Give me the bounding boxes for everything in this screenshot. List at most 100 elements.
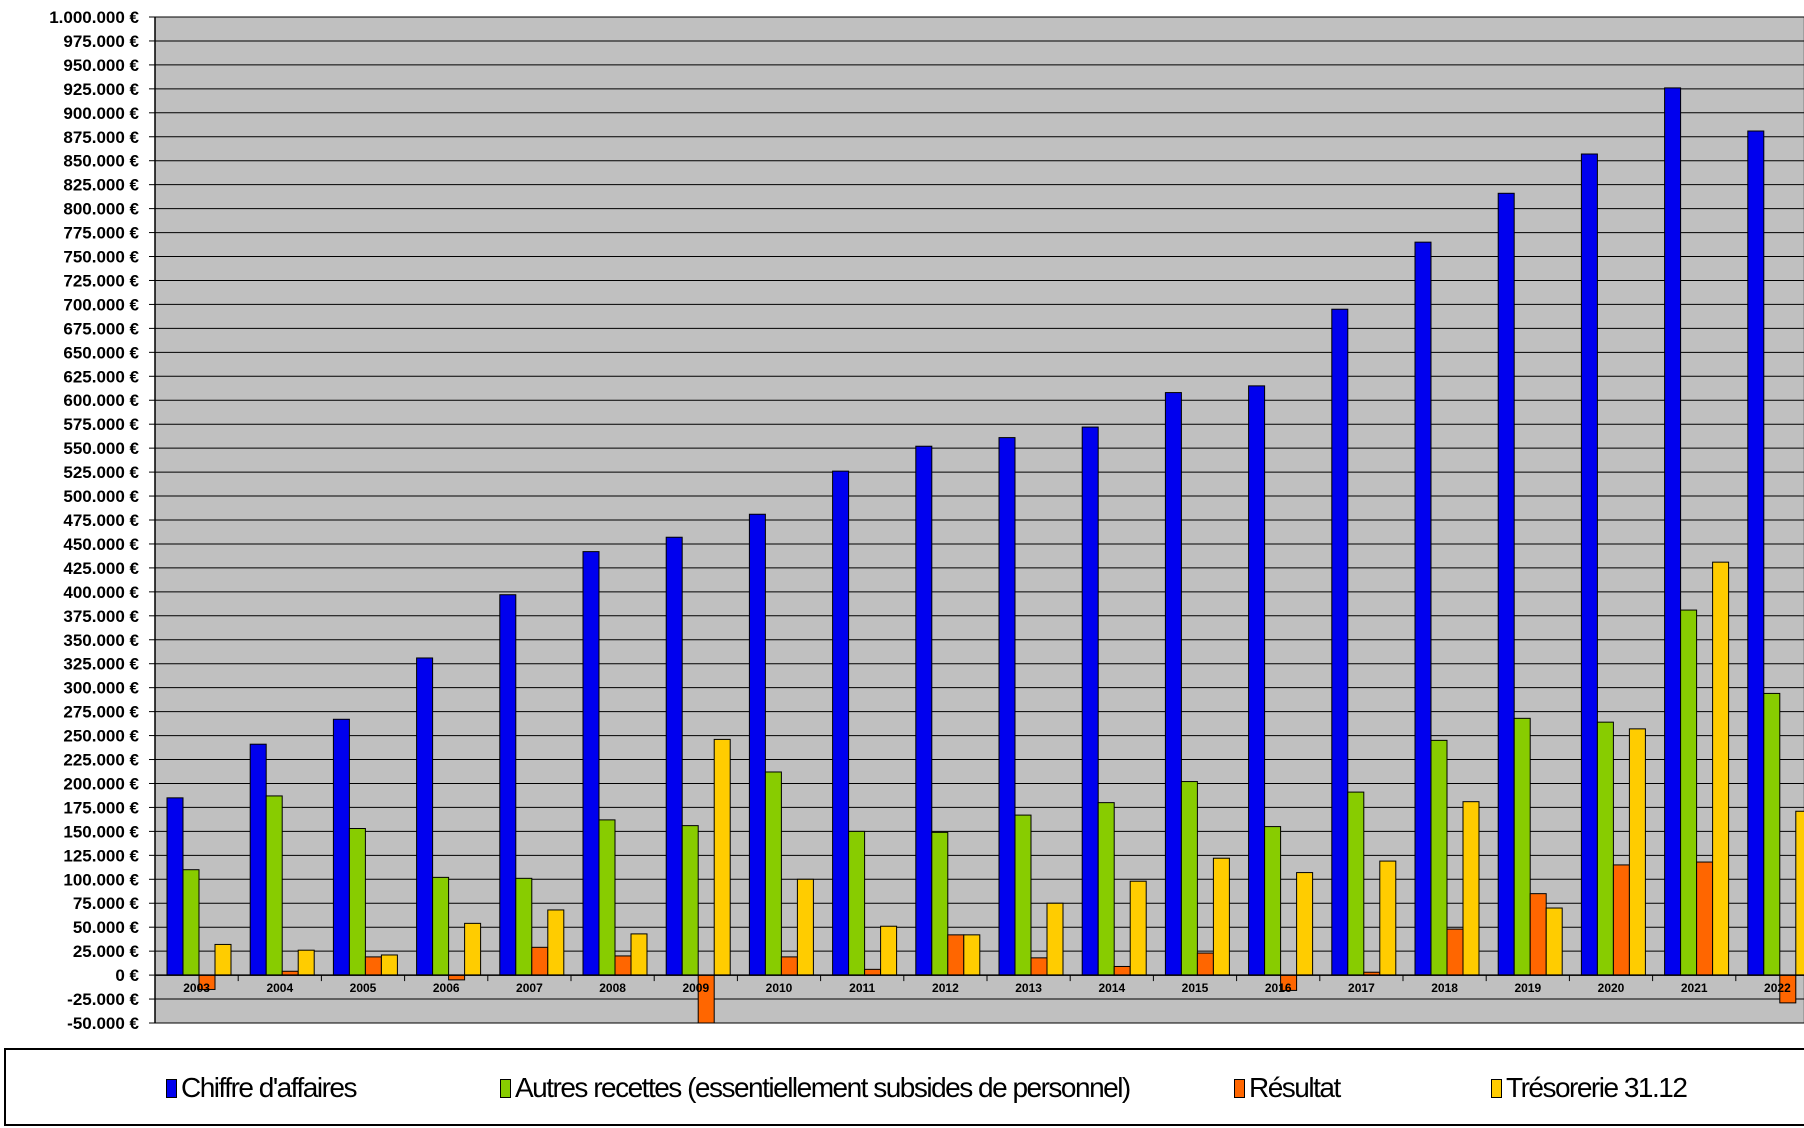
y-tick-label: 0 € — [115, 966, 139, 985]
bar — [547, 909, 565, 976]
y-tick-label: 725.000 € — [63, 271, 139, 290]
x-tick-label: 2003 — [183, 981, 210, 995]
bar — [915, 445, 933, 976]
bar — [1596, 721, 1614, 976]
y-tick-label: 925.000 € — [63, 80, 139, 99]
bar — [416, 657, 434, 976]
y-tick-label: 800.000 € — [63, 200, 139, 219]
bar — [1097, 802, 1115, 976]
bar — [249, 743, 267, 976]
bar — [464, 922, 482, 976]
y-tick-label: 100.000 € — [63, 870, 139, 889]
x-tick-label: 2007 — [516, 981, 543, 995]
bar — [963, 934, 981, 976]
bar — [1113, 965, 1131, 976]
bar — [1747, 130, 1765, 976]
bar — [713, 738, 731, 976]
bar — [1795, 810, 1804, 976]
bar — [1196, 952, 1214, 976]
x-tick-label: 2008 — [599, 981, 626, 995]
x-tick-label: 2010 — [766, 981, 793, 995]
bar — [1180, 781, 1198, 976]
legend-item-chiffre-affaires: Chiffre d'affaires — [166, 1072, 357, 1104]
y-tick-label: 875.000 € — [63, 128, 139, 147]
bar — [681, 825, 699, 976]
legend-swatch — [500, 1078, 511, 1098]
y-tick-label: 300.000 € — [63, 679, 139, 698]
bar — [380, 954, 398, 976]
bar — [1664, 87, 1682, 976]
y-tick-label: 425.000 € — [63, 559, 139, 578]
bar — [1014, 814, 1032, 976]
legend-label: Résultat — [1249, 1072, 1341, 1103]
y-tick-label: 675.000 € — [63, 319, 139, 338]
y-tick-label: 275.000 € — [63, 703, 139, 722]
x-tick-label: 2017 — [1348, 981, 1375, 995]
bar — [265, 795, 283, 976]
x-tick-label: 2020 — [1598, 981, 1625, 995]
bar — [1580, 153, 1598, 976]
y-tick-label: 125.000 € — [63, 846, 139, 865]
x-tick-label: 2005 — [350, 981, 377, 995]
bar — [1712, 561, 1730, 976]
bar — [1379, 860, 1397, 976]
bar — [1347, 791, 1365, 976]
bar — [297, 949, 315, 976]
bar — [1129, 880, 1147, 976]
y-tick-label: 625.000 € — [63, 367, 139, 386]
x-tick-label: 2013 — [1015, 981, 1042, 995]
bar — [665, 536, 683, 976]
bar — [348, 828, 366, 976]
y-tick-label: 600.000 € — [63, 391, 139, 410]
chart-legend: Chiffre d'affaires Autres recettes (esse… — [4, 1048, 1804, 1126]
bar — [796, 878, 814, 976]
x-tick-label: 2015 — [1182, 981, 1209, 995]
y-tick-label: 650.000 € — [63, 343, 139, 362]
bar — [931, 831, 949, 976]
y-tick-label: 775.000 € — [63, 224, 139, 243]
bar — [531, 946, 549, 976]
y-tick-label: 950.000 € — [63, 56, 139, 75]
y-tick-label: 50.000 € — [73, 918, 140, 937]
x-tick-label: 2006 — [433, 981, 460, 995]
bar — [1296, 872, 1314, 976]
y-tick-label: 750.000 € — [63, 248, 139, 267]
bar — [1430, 739, 1448, 976]
bar-chart: 1.000.000 € 975.000 € 950.000 € 925.000 € 90… — [49, 8, 1804, 1033]
bar — [614, 955, 632, 976]
y-tick-label: 500.000 € — [63, 487, 139, 506]
x-tick-label: 2021 — [1681, 981, 1708, 995]
bar — [1046, 902, 1064, 976]
bar — [1545, 907, 1563, 976]
x-tick-label: 2018 — [1431, 981, 1458, 995]
bar — [864, 968, 882, 976]
legend-label: Trésorerie 31.12 — [1506, 1072, 1688, 1103]
bar — [630, 933, 648, 976]
x-tick-label: 2012 — [932, 981, 959, 995]
y-tick-label: -50.000 € — [67, 1014, 139, 1033]
x-tick-label: 2009 — [682, 981, 709, 995]
bar — [1264, 826, 1282, 976]
bar — [1497, 192, 1515, 976]
y-tick-label: 200.000 € — [63, 774, 139, 793]
legend-item-autres-recettes: Autres recettes (essentiellement subside… — [500, 1072, 1131, 1104]
y-tick-label: 700.000 € — [63, 295, 139, 314]
x-tick-label: 2014 — [1098, 981, 1125, 995]
bar — [832, 470, 850, 976]
y-tick-label: 575.000 € — [63, 415, 139, 434]
bar — [780, 956, 798, 976]
bar — [332, 718, 350, 976]
bar — [1446, 928, 1464, 976]
bar — [880, 925, 898, 976]
bar — [166, 797, 184, 976]
y-tick-label: 325.000 € — [63, 655, 139, 674]
bar — [515, 877, 533, 976]
bar — [998, 437, 1016, 976]
bar — [947, 934, 965, 976]
y-tick-label: 75.000 € — [73, 894, 140, 913]
bar — [1248, 385, 1266, 976]
y-tick-label: 475.000 € — [63, 511, 139, 530]
bar — [1513, 717, 1531, 976]
y-tick-label: 375.000 € — [63, 607, 139, 626]
x-tick-label: 2019 — [1514, 981, 1541, 995]
